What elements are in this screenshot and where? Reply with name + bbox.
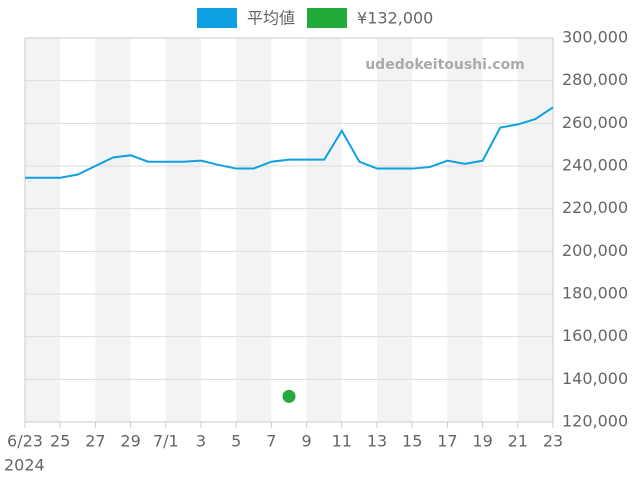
y-tick-label: 300,000: [562, 28, 628, 47]
x-tick-label: 15: [402, 432, 422, 451]
x-tick-label: 5: [231, 432, 241, 451]
x-tick-label: 19: [472, 432, 492, 451]
band: [165, 38, 201, 422]
x-tick-label: 13: [367, 432, 387, 451]
band: [517, 38, 553, 422]
background-bands: [25, 38, 553, 422]
legend-swatch: [197, 8, 237, 28]
legend-label: ¥132,000: [357, 9, 433, 28]
point: [282, 389, 296, 403]
x-tick-label: 7: [266, 432, 276, 451]
y-tick-label: 140,000: [562, 369, 628, 388]
y-tick-label: 280,000: [562, 70, 628, 89]
x-tick-label: 27: [85, 432, 105, 451]
x-tick-label: 7/1: [153, 432, 179, 451]
x-tick-label: 9: [302, 432, 312, 451]
x-year-label: 2024: [4, 456, 45, 475]
x-tick-label: 17: [437, 432, 457, 451]
x-tick-label: 21: [508, 432, 528, 451]
plot-border: [24, 37, 554, 423]
band: [447, 38, 483, 422]
y-tick-label: 260,000: [562, 113, 628, 132]
y-tick-label: 120,000: [562, 412, 628, 431]
band: [377, 38, 413, 422]
band: [306, 38, 342, 422]
y-tick-label: 220,000: [562, 198, 628, 217]
x-tick-label: 25: [50, 432, 70, 451]
x-tick-label: 29: [120, 432, 140, 451]
watermark: udedokeitoushi.com: [365, 57, 525, 73]
line-series: [25, 106, 554, 179]
y-tick-label: 200,000: [562, 241, 628, 260]
legend-swatch: [307, 8, 348, 28]
legend-label: 平均値: [247, 9, 295, 28]
x-tick-label: 11: [332, 432, 352, 451]
x-tick-label: 6/23: [7, 432, 43, 451]
y-tick-label: 160,000: [562, 326, 628, 345]
band: [25, 38, 61, 422]
band: [236, 38, 272, 422]
y-tick-label: 180,000: [562, 284, 628, 303]
x-tick-label: 3: [196, 432, 206, 451]
band: [95, 38, 131, 422]
x-tick-label: 23: [543, 432, 563, 451]
y-tick-label: 240,000: [562, 156, 628, 175]
